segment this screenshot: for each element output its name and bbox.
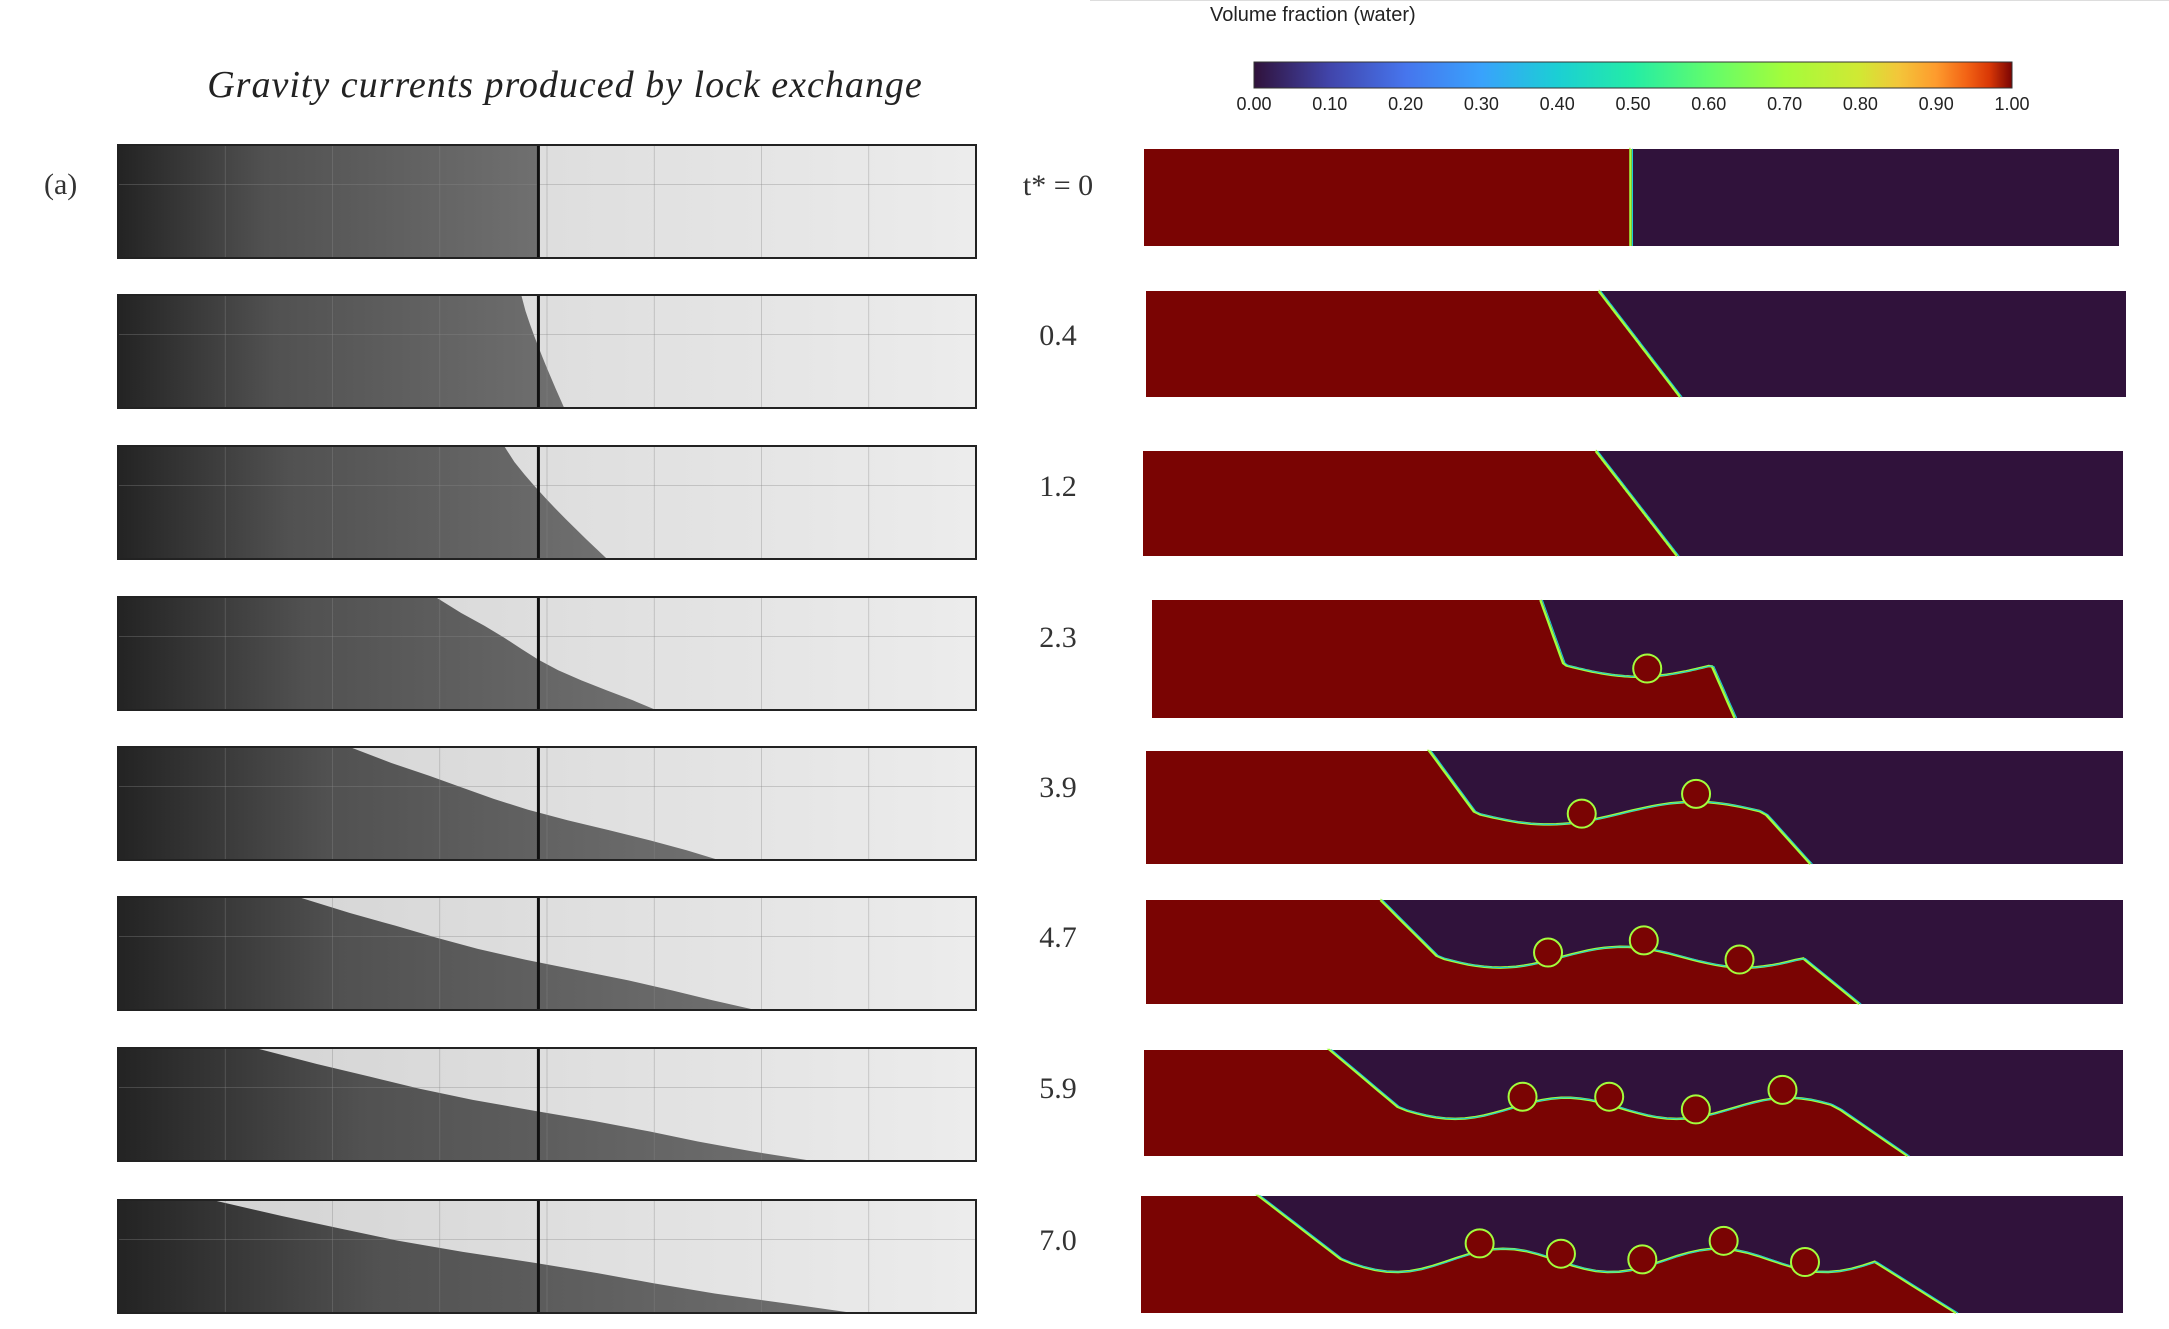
photo-panel xyxy=(117,445,977,560)
water-region xyxy=(1152,600,1735,718)
interface-line xyxy=(1594,449,1679,557)
photo-panel xyxy=(117,896,977,1011)
time-label: 5.9 xyxy=(1039,1072,1077,1105)
time-label: t* = 0 xyxy=(1022,169,1094,202)
billow xyxy=(1594,1081,1625,1112)
experiment-photos xyxy=(117,144,977,1314)
time-label: 4.7 xyxy=(1039,921,1077,954)
colorbar-tick-label: 0.10 xyxy=(1312,94,1347,114)
colorbar-tick-label: 0.80 xyxy=(1843,94,1878,114)
water-region xyxy=(1146,900,1860,1004)
billow xyxy=(1533,937,1564,968)
colorbar-tick-label: 0.70 xyxy=(1767,94,1802,114)
time-label: 3.9 xyxy=(1039,771,1077,804)
simulation-panel xyxy=(1144,1048,2123,1158)
panel-label: (a) xyxy=(44,168,78,201)
photo-panel xyxy=(117,144,977,259)
billow xyxy=(1464,1228,1495,1259)
water-region xyxy=(1146,751,1811,864)
water-region xyxy=(1141,1196,1957,1313)
billow xyxy=(1680,1094,1711,1125)
colorbar-tick-label: 0.20 xyxy=(1388,94,1423,114)
billow xyxy=(1724,944,1755,975)
time-label: 7.0 xyxy=(1039,1224,1077,1257)
billow xyxy=(1566,798,1597,829)
colorbar-gradient xyxy=(1253,61,2013,89)
water-region xyxy=(1143,451,1678,556)
interface-line xyxy=(1597,289,1682,398)
billow xyxy=(1789,1247,1820,1278)
water-region xyxy=(1144,1050,1908,1156)
simulation-panel xyxy=(1141,1194,2123,1315)
simulation-panel xyxy=(1143,449,2123,557)
colorbar: 0.00 0.10 0.20 0.30 0.40 0.50 0.60 0.70 0.80 0.90… xyxy=(1236,61,2030,114)
simulation-panel xyxy=(1146,749,2123,865)
colorbar-tick-label: 0.60 xyxy=(1691,94,1726,114)
billow xyxy=(1545,1238,1576,1269)
simulation-panel xyxy=(1152,599,2123,719)
figure-title: Gravity currents produced by lock exchan… xyxy=(207,64,923,106)
simulation-panel xyxy=(1146,289,2126,398)
billow xyxy=(1507,1081,1538,1112)
billow xyxy=(1627,1244,1658,1275)
colorbar-tick-label: 0.40 xyxy=(1540,94,1575,114)
water-region xyxy=(1144,149,1631,246)
billow xyxy=(1767,1074,1798,1105)
photo-panel xyxy=(117,1047,977,1162)
photo-panel xyxy=(117,294,977,409)
colorbar-tick-label: 0.00 xyxy=(1236,94,1271,114)
billow xyxy=(1681,778,1712,809)
simulation-panel xyxy=(1144,147,2119,246)
time-label: 0.4 xyxy=(1039,319,1077,352)
colorbar-tick-label: 0.30 xyxy=(1464,94,1499,114)
simulation-panel xyxy=(1146,898,2123,1005)
time-label: 2.3 xyxy=(1039,621,1077,654)
water-region xyxy=(1146,291,1681,397)
colorbar-tick-label: 1.00 xyxy=(1994,94,2029,114)
billow xyxy=(1708,1225,1739,1256)
top-rule xyxy=(1090,0,2169,1)
colorbar-title: Volume fraction (water) xyxy=(1210,4,1416,26)
billow xyxy=(1628,925,1659,956)
billow xyxy=(1632,653,1663,684)
photo-panel xyxy=(117,1199,977,1314)
colorbar-tick-label: 0.90 xyxy=(1919,94,1954,114)
photo-panel xyxy=(117,596,977,711)
time-label: 1.2 xyxy=(1039,470,1077,503)
colorbar-tick-label: 0.50 xyxy=(1615,94,1650,114)
photo-panel xyxy=(117,746,977,861)
